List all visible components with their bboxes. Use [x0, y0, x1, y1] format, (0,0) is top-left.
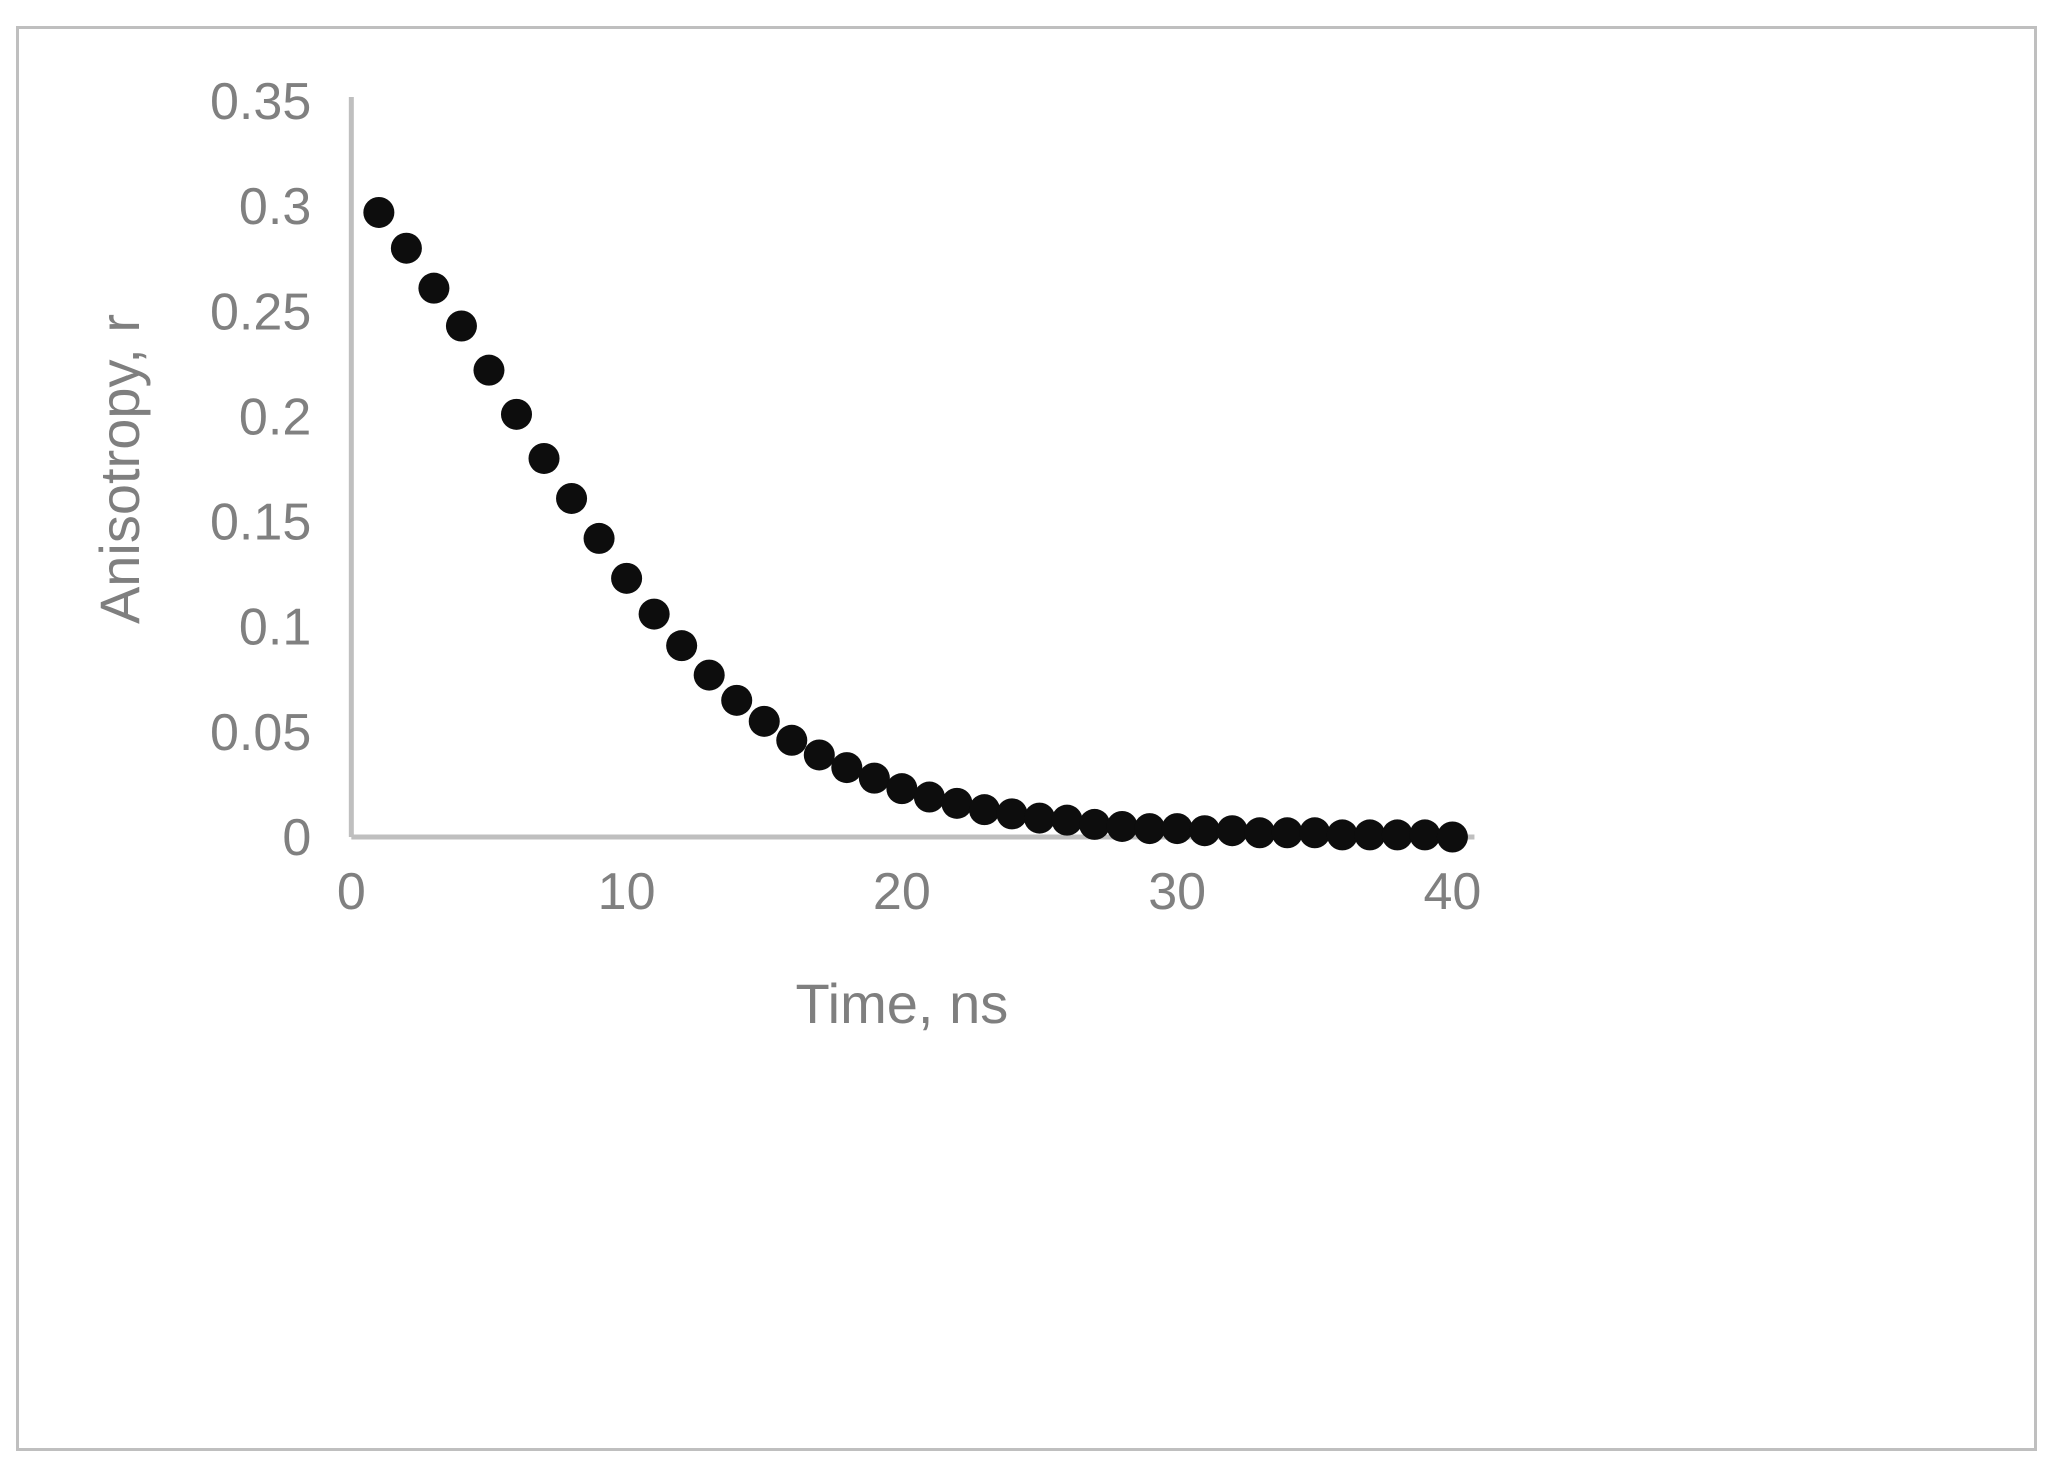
data-point [1051, 804, 1083, 836]
y-axis-tick-label: 0.35 [210, 73, 311, 131]
data-point [996, 798, 1028, 830]
data-point [803, 739, 835, 771]
data-point [1244, 817, 1276, 849]
data-point [968, 794, 1000, 826]
data-point [1216, 815, 1248, 847]
y-axis-tick-label: 0.05 [210, 704, 311, 762]
data-point [1023, 802, 1056, 834]
data-point [418, 272, 450, 304]
data-point [693, 659, 725, 691]
y-axis-tick-label: 0.2 [239, 388, 311, 446]
y-axis-tick-label: 0.25 [210, 283, 311, 341]
data-point [1409, 819, 1441, 851]
y-axis-tick-label: 0.3 [239, 178, 311, 236]
data-point [363, 196, 395, 228]
data-point [1134, 813, 1166, 845]
data-point [776, 724, 808, 756]
anisotropy-scatter-plot: 0 0.05 0.1 0.15 0.2 0.25 0.3 0.35 0 10 20 30 40 Aniso… [88, 73, 1481, 1035]
data-point [858, 762, 890, 794]
x-axis-title: Time, ns [795, 972, 1008, 1035]
data-point [1381, 819, 1413, 851]
x-axis-tick-label: 20 [873, 863, 931, 921]
data-point [611, 562, 643, 594]
data-point [831, 752, 863, 784]
x-axis-tick-label: 30 [1148, 863, 1206, 921]
data-point [886, 773, 918, 805]
y-axis-tick-label: 0 [282, 809, 311, 867]
data-point [556, 482, 588, 514]
data-point [583, 522, 615, 554]
data-point [1079, 808, 1111, 840]
x-axis-tick-label: 40 [1423, 863, 1481, 921]
data-point [473, 354, 505, 386]
data-point [1106, 810, 1138, 842]
data-point [913, 781, 945, 813]
y-axis-tick-label: 0.15 [210, 494, 311, 552]
y-axis-tick-label: 0.1 [239, 599, 311, 657]
data-point [1436, 821, 1468, 853]
x-axis-tick-label: 0 [337, 863, 366, 921]
y-axis-title: Anisotropy, r [88, 314, 151, 624]
data-point [748, 705, 780, 737]
data-point [638, 598, 670, 630]
data-point [721, 684, 753, 716]
data-point [1161, 813, 1193, 845]
data-point [445, 310, 477, 342]
data-point [941, 787, 973, 819]
data-point [500, 398, 533, 430]
data-point [390, 232, 422, 264]
data-point [1326, 819, 1358, 851]
data-point [1299, 817, 1331, 849]
data-point [1271, 817, 1303, 849]
data-point [528, 442, 560, 474]
data-point [666, 630, 698, 662]
chart-container: 0 0.05 0.1 0.15 0.2 0.25 0.3 0.35 0 10 20 30 40 Aniso… [16, 26, 2037, 1451]
x-axis-tick-label: 10 [598, 863, 656, 921]
data-point [1189, 815, 1221, 847]
data-point [1354, 819, 1386, 851]
